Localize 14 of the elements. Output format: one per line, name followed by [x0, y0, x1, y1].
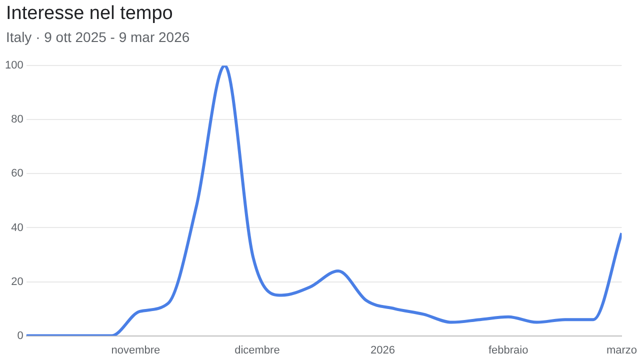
y-tick-label: 20: [11, 276, 24, 288]
chart-subtitle: Italy · 9 ott 2025 - 9 mar 2026: [6, 29, 190, 45]
x-tick-label: novembre: [111, 344, 160, 356]
y-tick-label: 40: [11, 222, 24, 234]
y-tick-label: 80: [11, 114, 24, 126]
x-tick-label: marzo: [606, 344, 637, 356]
y-tick-label: 100: [4, 60, 24, 72]
x-tick-label: febbraio: [488, 344, 528, 356]
y-tick-label: 60: [11, 168, 24, 180]
x-tick-label: 2026: [370, 344, 396, 356]
x-tick-label: dicembre: [234, 344, 280, 356]
chart-title: Interesse nel tempo: [6, 3, 173, 25]
y-tick-label: 0: [17, 330, 24, 342]
line-series: [26, 66, 622, 336]
